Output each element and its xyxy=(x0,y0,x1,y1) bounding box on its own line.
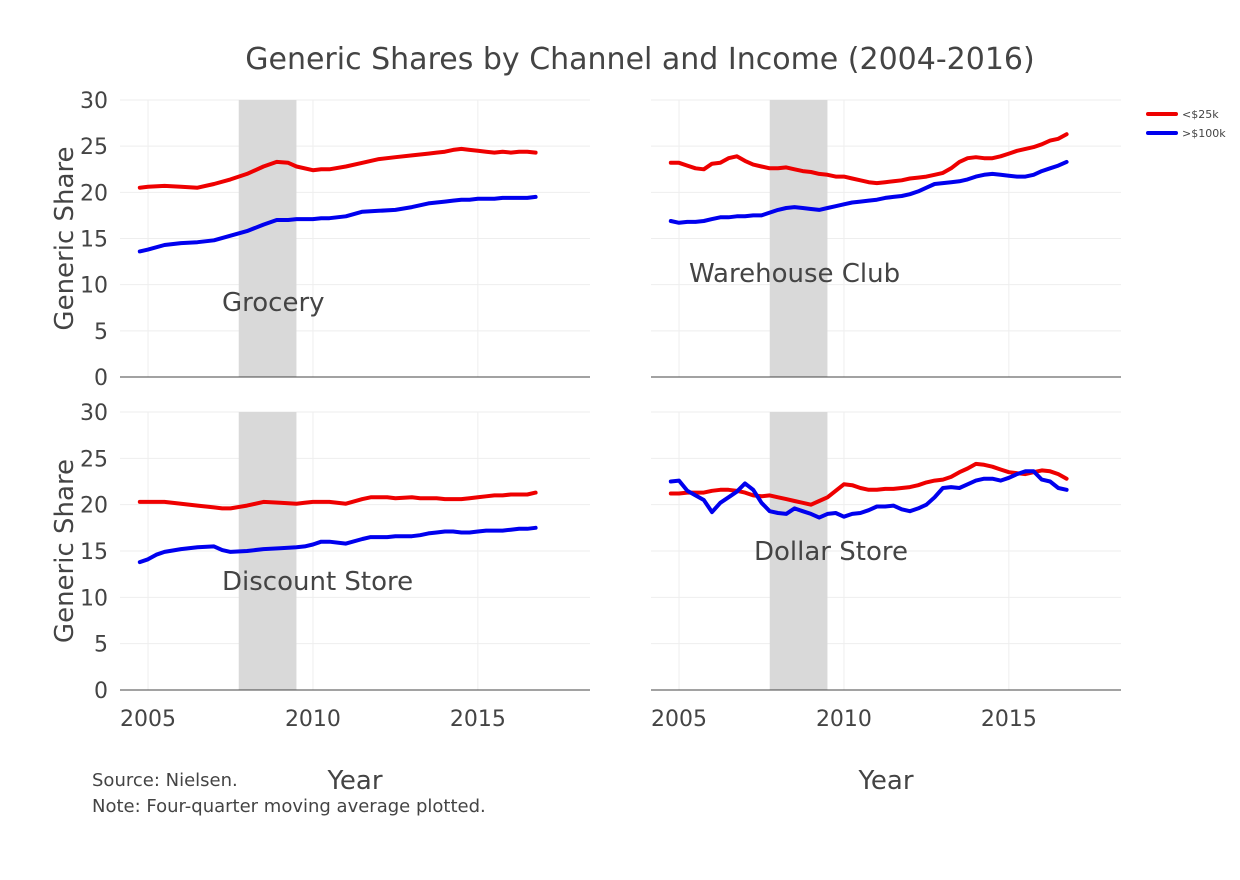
y-tick-label: 30 xyxy=(80,89,108,114)
y-tick-label: 10 xyxy=(80,586,108,611)
y-tick-label: 30 xyxy=(80,401,108,426)
x-tick-label: 2015 xyxy=(450,707,506,732)
panel-label: Grocery xyxy=(222,288,325,318)
chart-title: Generic Shares by Channel and Income (20… xyxy=(245,42,1034,77)
panel-discount-store: Discount Store 0 5 10 15 20 25 30 Generic Share 2… xyxy=(50,401,590,796)
series-line-high-income xyxy=(668,469,1069,520)
y-tick-label: 25 xyxy=(80,135,108,160)
recession-shading xyxy=(769,100,828,377)
series-line-low-income xyxy=(668,132,1069,186)
x-tick-label: 2010 xyxy=(816,707,872,732)
y-tick-label: 20 xyxy=(80,181,108,206)
legend-label: <$25k xyxy=(1182,108,1219,121)
recession-shading xyxy=(769,412,828,690)
legend: <$25k >$100k xyxy=(1146,108,1226,140)
x-axis-title: Year xyxy=(857,766,913,796)
series-line-low-income xyxy=(137,490,538,511)
series-line-low-income xyxy=(137,146,538,190)
x-tick-label: 2005 xyxy=(651,707,707,732)
y-tick-label: 0 xyxy=(94,679,108,704)
y-tick-label: 10 xyxy=(80,274,108,299)
y-tick-label: 5 xyxy=(94,320,108,345)
series-line-high-income xyxy=(668,159,1069,225)
series-line-high-income xyxy=(137,525,538,565)
footnote-note: Note: Four-quarter moving average plotte… xyxy=(92,796,486,817)
y-tick-label: 15 xyxy=(80,228,108,253)
panel-label: Discount Store xyxy=(222,567,413,597)
panel-dollar-store: Dollar Store 2005 2010 2015 Year xyxy=(651,411,1121,796)
legend-label: >$100k xyxy=(1182,127,1226,140)
panel-warehouse-club: Warehouse Club xyxy=(651,99,1121,378)
y-axis-title: Generic Share xyxy=(50,146,80,330)
x-axis-title: Year xyxy=(326,766,382,796)
y-tick-label: 5 xyxy=(94,633,108,658)
y-tick-label: 20 xyxy=(80,494,108,519)
panel-grocery: Grocery 0 5 10 15 20 25 30 Generic Share xyxy=(50,89,590,391)
recession-shading xyxy=(238,100,297,377)
y-tick-label: 0 xyxy=(94,366,108,391)
x-tick-label: 2005 xyxy=(120,707,176,732)
footnote-source: Source: Nielsen. xyxy=(92,770,238,791)
panel-label: Dollar Store xyxy=(754,537,908,567)
panel-label: Warehouse Club xyxy=(689,259,900,289)
x-tick-label: 2015 xyxy=(981,707,1037,732)
y-axis-title: Generic Share xyxy=(50,459,80,643)
y-tick-label: 25 xyxy=(80,447,108,472)
series-line-high-income xyxy=(137,194,538,254)
x-tick-label: 2010 xyxy=(285,707,341,732)
y-tick-label: 15 xyxy=(80,540,108,565)
